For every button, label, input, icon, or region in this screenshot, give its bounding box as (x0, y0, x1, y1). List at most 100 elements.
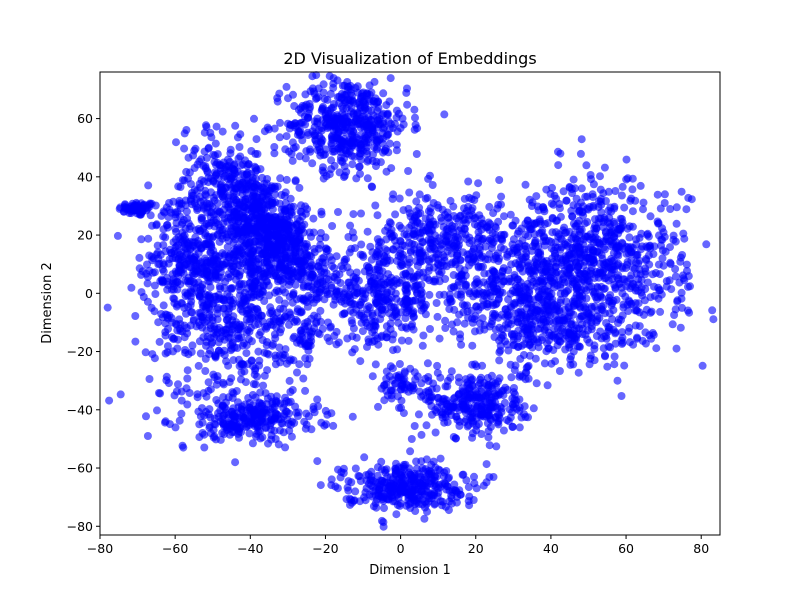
data-point (200, 443, 209, 452)
data-point (271, 315, 280, 324)
data-point (325, 337, 334, 346)
data-point (357, 209, 365, 218)
data-point (287, 208, 296, 217)
data-point (268, 199, 277, 208)
data-point (565, 183, 574, 192)
data-point (428, 239, 437, 248)
data-point (631, 299, 640, 308)
data-point (262, 400, 271, 409)
data-point (285, 376, 294, 385)
data-point (607, 207, 616, 216)
data-point (162, 221, 171, 230)
data-point (421, 214, 430, 223)
data-point (332, 286, 341, 295)
data-point (532, 379, 541, 388)
data-point (293, 220, 301, 228)
data-point (237, 248, 246, 257)
data-point (275, 133, 284, 142)
data-point (485, 202, 494, 211)
data-point (115, 204, 124, 213)
data-point (547, 244, 556, 253)
data-point (201, 164, 210, 173)
data-point (469, 245, 478, 254)
data-point (296, 267, 305, 276)
data-point (199, 196, 208, 205)
data-point (537, 336, 546, 345)
data-point (284, 398, 293, 407)
data-point (656, 307, 665, 316)
data-point (270, 190, 279, 199)
data-point (403, 100, 412, 109)
data-point (427, 385, 436, 394)
data-point (382, 333, 391, 342)
data-point (603, 362, 612, 371)
data-point (395, 194, 404, 203)
data-point (508, 423, 517, 431)
data-point (292, 295, 301, 304)
data-point (423, 359, 432, 368)
data-point (263, 123, 272, 132)
data-point (408, 320, 417, 329)
data-point (214, 338, 223, 347)
data-point (352, 174, 361, 183)
data-point (177, 387, 186, 396)
data-point (348, 160, 357, 169)
data-point (560, 305, 569, 314)
data-point (449, 271, 458, 279)
data-point (583, 335, 592, 344)
data-point (385, 97, 394, 106)
data-point (380, 147, 389, 155)
data-point (415, 190, 424, 199)
data-point (613, 376, 622, 385)
data-point (220, 351, 229, 359)
data-point (144, 234, 153, 243)
data-point (402, 230, 411, 239)
data-point (373, 211, 382, 220)
data-point (332, 327, 341, 336)
data-point (180, 258, 189, 267)
data-point (614, 315, 623, 324)
data-point (404, 167, 413, 175)
data-point (540, 233, 549, 242)
data-point (507, 373, 516, 382)
data-point (363, 174, 372, 183)
data-point (406, 212, 415, 221)
data-point (245, 317, 254, 326)
data-point (631, 196, 640, 205)
data-point (604, 187, 613, 196)
data-point (628, 207, 637, 216)
data-point (565, 343, 574, 352)
data-point (368, 337, 377, 346)
data-point (500, 212, 508, 221)
data-point (267, 182, 276, 191)
data-point (239, 228, 248, 237)
data-point (363, 89, 372, 98)
data-point (180, 176, 189, 185)
data-point (433, 312, 442, 321)
data-point (220, 252, 229, 261)
data-point (507, 330, 516, 338)
data-point (487, 320, 496, 329)
data-point (349, 299, 357, 308)
data-point (213, 231, 222, 240)
data-point (201, 186, 210, 195)
data-point (403, 288, 412, 297)
data-point (568, 212, 577, 221)
data-point (383, 256, 392, 265)
data-point (583, 218, 592, 226)
data-point (460, 194, 469, 203)
data-point (513, 343, 522, 351)
data-point (443, 298, 452, 307)
data-point (425, 221, 434, 230)
data-point (672, 203, 681, 212)
data-point (454, 373, 463, 382)
data-point (592, 318, 601, 326)
data-point (397, 258, 406, 267)
data-point (274, 415, 283, 424)
data-point (164, 213, 173, 222)
data-point (323, 95, 332, 104)
data-point (516, 354, 525, 363)
data-point (247, 169, 256, 178)
data-point (212, 122, 221, 131)
data-point (218, 192, 227, 201)
